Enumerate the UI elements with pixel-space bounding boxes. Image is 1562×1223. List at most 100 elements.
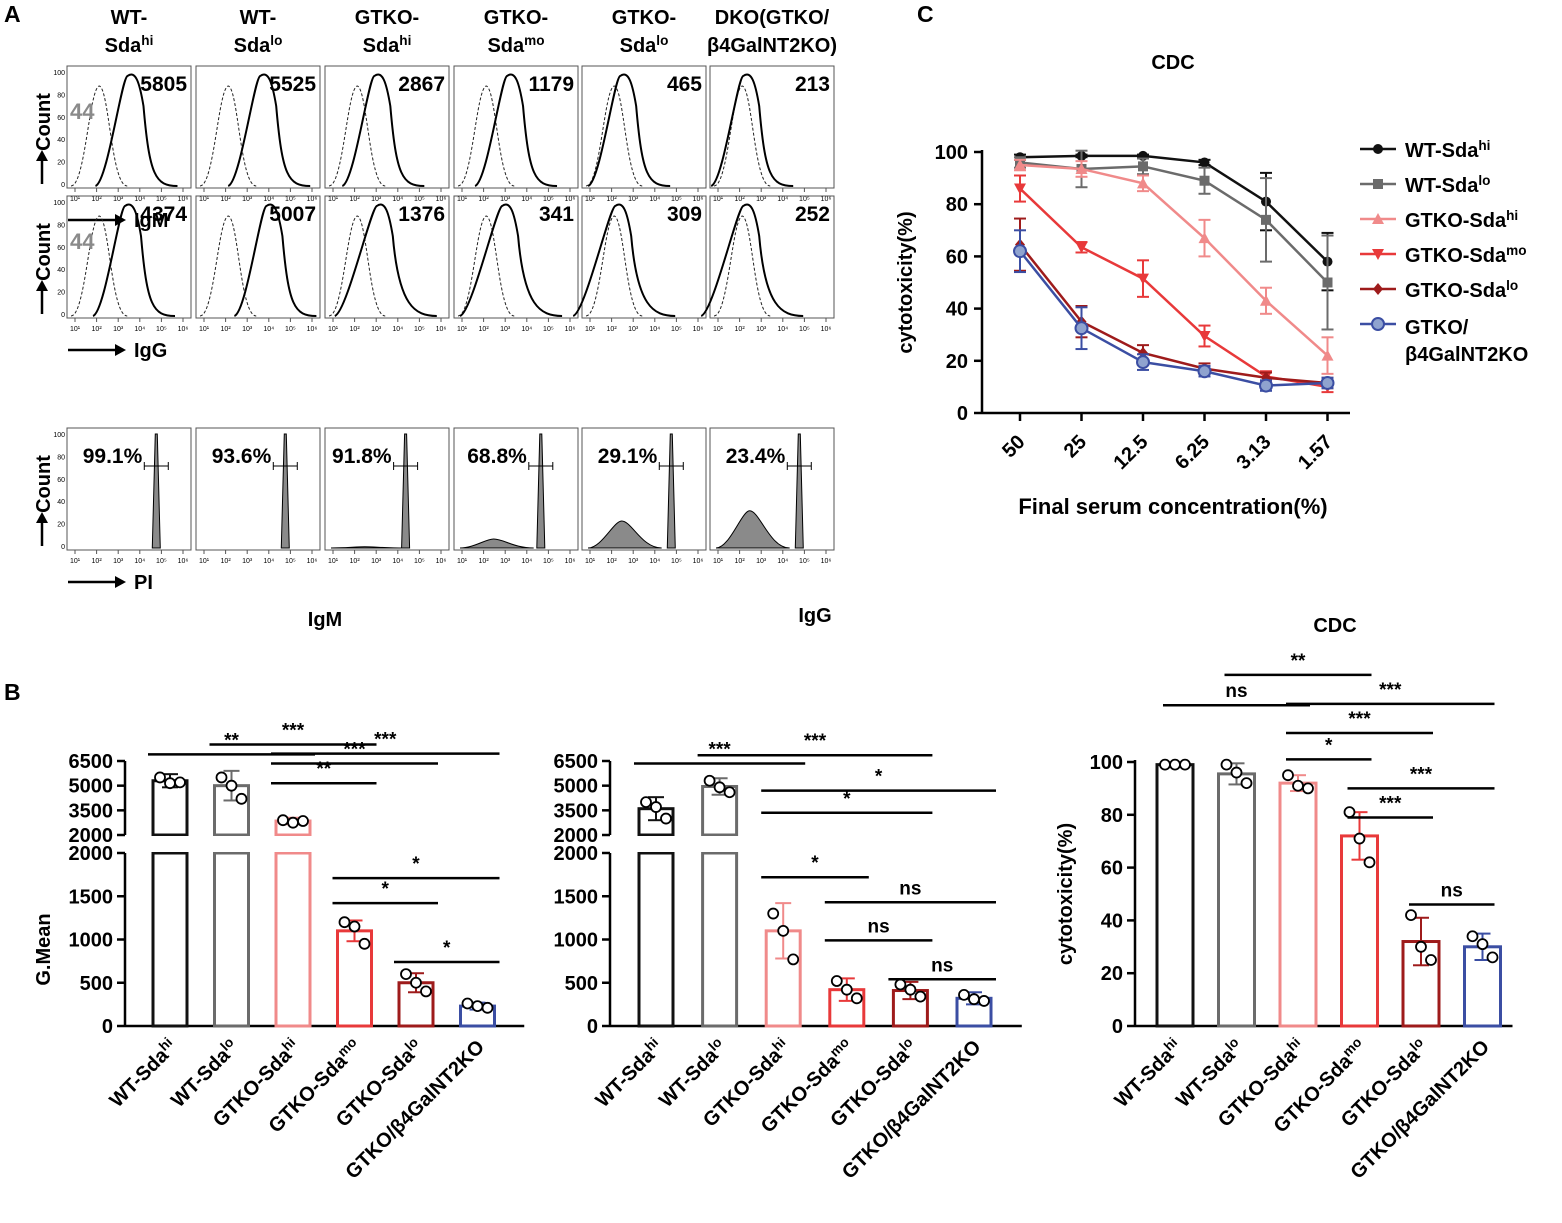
chart-b-bar-lower [701, 851, 739, 1028]
x-tick-label: 10¹ [328, 196, 339, 203]
x-tick-label: 10¹ [70, 558, 81, 565]
chart-c-data-point [1074, 321, 1089, 336]
chart-b-significance-label: * [875, 767, 883, 788]
control-histogram [328, 85, 386, 187]
x-tick-label: 10³ [628, 326, 639, 333]
x-tick-label: 10² [735, 558, 746, 565]
legend-label: GTKO-Sdamo [1405, 243, 1527, 268]
sample-histogram [587, 73, 671, 187]
legend-swatch-marker [1373, 179, 1383, 189]
x-tick-label: 10¹ [328, 558, 339, 565]
chart-b-data-point [1425, 954, 1437, 966]
chart-b-data-point [235, 792, 248, 805]
chart-c-data-point [1321, 349, 1334, 361]
column-header-line2-sup: mo [524, 33, 544, 48]
chart-b-data-point [471, 1000, 484, 1013]
chart-b-data-point [1292, 779, 1304, 792]
chart-b-bar [1278, 781, 1318, 1028]
histogram-frame [324, 195, 450, 319]
y-tick-label: 80 [57, 92, 65, 99]
chart-b-y-tick-label: 40 [1101, 910, 1123, 932]
legend-label-sup: lo [1506, 278, 1518, 293]
histogram-frame [453, 195, 579, 319]
x-tick-label: 10⁴ [134, 326, 145, 333]
chart-b-significance-label: ns [931, 955, 953, 976]
chart-c-data-point [1137, 177, 1149, 189]
legend-swatch-marker [1373, 283, 1383, 295]
chart-b-category-label-base: WT-Sda [592, 1044, 660, 1112]
x-tick-label: 10² [735, 326, 746, 333]
geo-mean-value: 309 [667, 203, 702, 226]
x-tick-label: 10² [92, 326, 103, 333]
histogram-frame [324, 427, 450, 551]
row-ylabel-group: Count [33, 93, 55, 184]
histogram-panel: 10¹ 10² 10³ 10⁴ 10⁵ 10⁶ 23.4% [709, 427, 835, 565]
chart-b-data-point [1466, 930, 1479, 943]
chart-b-significance-label: * [382, 879, 390, 900]
row-ylabel: Count [33, 455, 55, 513]
panel-a: WT-SdahiWT-SdaloGTKO-SdahiGTKO-SdamoGTKO… [33, 7, 837, 594]
chart-b-data-point [777, 924, 790, 937]
row-marker-arrow-head [115, 344, 126, 356]
control-histogram [328, 215, 386, 317]
x-tick-label: 10¹ [585, 196, 596, 203]
panel-label-a: A [4, 1, 21, 27]
chart-b-y-tick-label: 2000 [69, 825, 114, 847]
x-tick-label: 10⁴ [521, 196, 532, 203]
histogram-frame [453, 427, 579, 551]
chart-b-data-point [1240, 777, 1253, 790]
chart-b-title: IgG [798, 605, 831, 627]
chart-b-data-point [1415, 940, 1427, 953]
x-tick-label: 10² [350, 558, 361, 565]
chart-b-data-point [723, 786, 736, 799]
column-header-line2-sup: hi [141, 33, 153, 48]
chart-b-data-point [978, 995, 990, 1007]
chart-c-series-line [1019, 163, 1329, 357]
chart-b-data-point [481, 1001, 494, 1014]
chart-b-data-point [1405, 909, 1417, 922]
legend-label-base: GTKO-Sda [1405, 245, 1507, 267]
chart-b-bar-lower [151, 851, 189, 1028]
x-tick-label: 10³ [500, 326, 511, 333]
column-header-line2: Sdamo [487, 33, 544, 58]
chart-b-significance-label: ** [316, 759, 331, 780]
chart-b-data-point [958, 988, 970, 1001]
chart-b-data-point [894, 978, 907, 991]
chart-b-data-point [410, 976, 422, 989]
chart-b-y-tick-label: 100 [1090, 752, 1123, 774]
chart-b-significance-label: * [443, 938, 451, 959]
x-tick-label: 10³ [113, 558, 124, 565]
histogram-frame [453, 65, 579, 189]
chart-b-significance-label: ** [1291, 651, 1306, 672]
column-header-line1: WT- [240, 7, 277, 29]
histogram-frame [709, 195, 835, 319]
row-marker-label: PI [134, 572, 153, 594]
x-tick-label: 10³ [756, 196, 767, 203]
x-tick-label: 10³ [113, 196, 124, 203]
x-tick-label: 10² [221, 558, 232, 565]
sample-histogram [341, 73, 425, 187]
x-tick-label: 10⁵ [414, 326, 425, 333]
x-tick-label: 10⁵ [543, 558, 554, 565]
pi-hump [330, 546, 405, 549]
legend-label-sup: hi [1478, 138, 1490, 153]
chart-b-data-point [767, 907, 780, 920]
x-tick-label: 10⁴ [392, 558, 403, 565]
x-tick-label: 10⁴ [392, 326, 403, 333]
chart-b-significance-label: ns [899, 878, 921, 899]
chart-b-significance-label: *** [1410, 764, 1433, 785]
legend-label-sup: hi [1506, 208, 1518, 223]
control-histogram [585, 85, 643, 187]
x-tick-label: 10⁴ [392, 196, 403, 203]
chart-b-data-point [358, 937, 371, 950]
chart-c-data-point [1260, 294, 1272, 306]
chart-b-data-point [400, 968, 412, 980]
x-tick-label: 10⁶ [565, 558, 576, 565]
legend-label: WT-Sdahi [1405, 138, 1490, 163]
control-histogram [199, 85, 257, 187]
chart-b-significance-label: *** [804, 731, 827, 752]
x-tick-label: 10³ [113, 326, 124, 333]
column-header-line2: Sdahi [363, 33, 412, 58]
